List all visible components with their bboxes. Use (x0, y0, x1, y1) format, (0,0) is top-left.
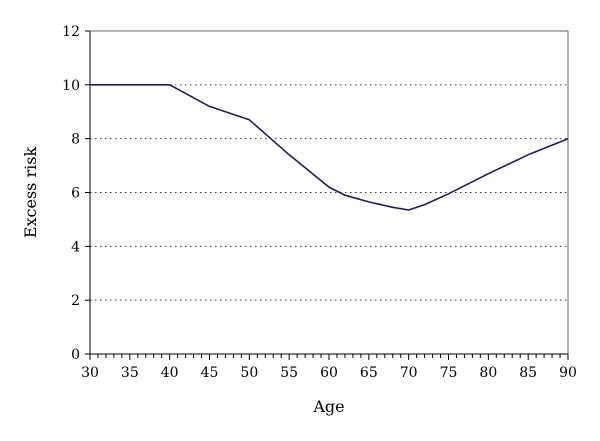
x-tick-label: 30 (81, 365, 99, 381)
y-tick-label: 8 (71, 132, 80, 148)
axes (85, 30, 569, 360)
x-tick-label: 60 (320, 365, 338, 381)
tick-labels: 0 2 4 6 8 10 12 30 35 40 45 50 55 60 65 70 75 80 85 90 (62, 24, 577, 381)
x-tick-label: 55 (280, 365, 298, 381)
x-tick-label: 50 (240, 365, 258, 381)
x-tick-label: 45 (201, 365, 219, 381)
x-tick-label: 85 (519, 365, 537, 381)
y-axis-title: Excess risk (21, 147, 40, 239)
x-tick-label: 75 (440, 365, 458, 381)
y-tick-label: 0 (71, 347, 80, 363)
x-axis-title: Age (312, 397, 344, 416)
x-tick-label: 65 (360, 365, 378, 381)
y-tick-label: 10 (62, 78, 80, 94)
y-tick-label: 12 (62, 24, 80, 40)
x-tick-label: 80 (479, 365, 497, 381)
x-tick-label: 40 (161, 365, 179, 381)
gridlines (90, 84, 568, 301)
y-tick-label: 6 (71, 186, 80, 202)
x-tick-label: 70 (400, 365, 418, 381)
series-line (90, 84, 569, 211)
x-tick-label: 90 (559, 365, 577, 381)
series-layer (90, 84, 569, 211)
y-tick-label: 2 (71, 293, 80, 309)
y-tick-label: 4 (71, 239, 80, 255)
x-tick-label: 35 (121, 365, 139, 381)
